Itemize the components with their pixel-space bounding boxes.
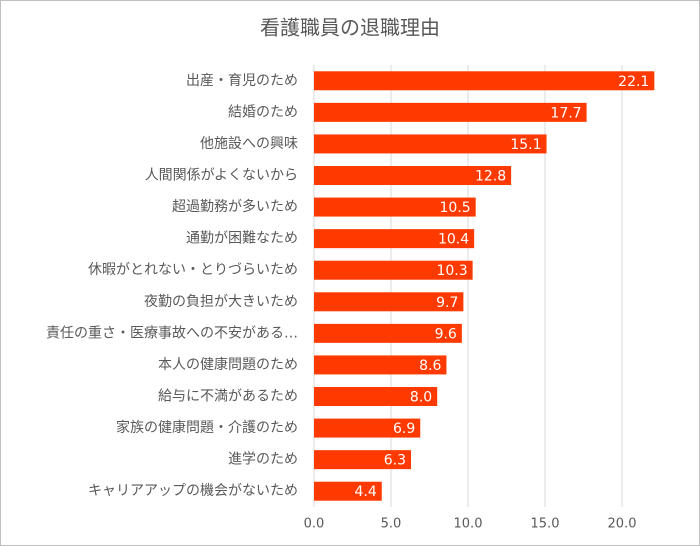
value-label: 4.4 <box>354 484 376 500</box>
y-tick-label: 結婚のため <box>228 104 298 120</box>
y-tick-label: 家族の健康問題・介護のため <box>116 419 298 436</box>
value-label: 10.5 <box>440 200 471 216</box>
bar <box>314 387 438 406</box>
bar <box>314 134 547 154</box>
bar <box>314 323 462 343</box>
value-label: 10.4 <box>438 232 469 248</box>
x-tick-label: 10.0 <box>454 517 483 532</box>
y-tick-label: 通勤が困難なため <box>186 231 298 247</box>
x-tick-label: 15.0 <box>531 517 560 532</box>
value-label: 8.6 <box>419 358 441 374</box>
value-label: 8.0 <box>410 390 432 406</box>
value-label: 6.9 <box>393 421 415 437</box>
bar <box>314 197 476 217</box>
value-label: 6.3 <box>384 453 406 469</box>
bar <box>314 102 587 122</box>
value-label: 15.1 <box>510 137 541 153</box>
y-tick-label: 休暇がとれない・とりづらいため <box>88 262 298 278</box>
bar <box>314 71 655 91</box>
chart-title: 看護職員の退職理由 <box>260 16 440 40</box>
bar <box>314 260 473 280</box>
y-tick-label: 進学のため <box>228 452 298 468</box>
value-label: 17.7 <box>550 105 581 121</box>
y-tick-label: 他施設への興味 <box>200 136 298 152</box>
y-tick-label: 本人の健康問題のため <box>158 356 298 373</box>
bar <box>314 166 512 185</box>
y-tick-label: 超過勤務が多いため <box>172 198 298 215</box>
bar <box>314 450 412 470</box>
x-tick-label: 0.0 <box>304 517 325 532</box>
bar <box>314 418 421 438</box>
bar <box>314 229 475 249</box>
y-tick-label: 出産・育児のため <box>186 73 298 89</box>
value-label: 9.7 <box>436 295 458 311</box>
y-tick-label: 責任の重さ・医療事故への不安がある… <box>46 324 298 341</box>
y-tick-label: 給与に不満があるため <box>158 389 298 405</box>
bar <box>314 355 447 375</box>
value-label: 12.8 <box>475 169 506 185</box>
x-tick-label: 20.0 <box>608 517 637 532</box>
value-label: 9.6 <box>435 326 457 342</box>
value-label: 10.3 <box>436 263 467 279</box>
bar <box>314 481 382 501</box>
y-tick-label: 人間関係がよくないから <box>145 168 298 184</box>
x-tick-label: 5.0 <box>381 517 402 532</box>
value-label: 22.1 <box>618 74 649 90</box>
y-tick-label: キャリアアップの機会がないため <box>88 483 298 499</box>
bar <box>314 292 464 312</box>
y-tick-label: 夜勤の負担が大きいため <box>144 294 298 310</box>
